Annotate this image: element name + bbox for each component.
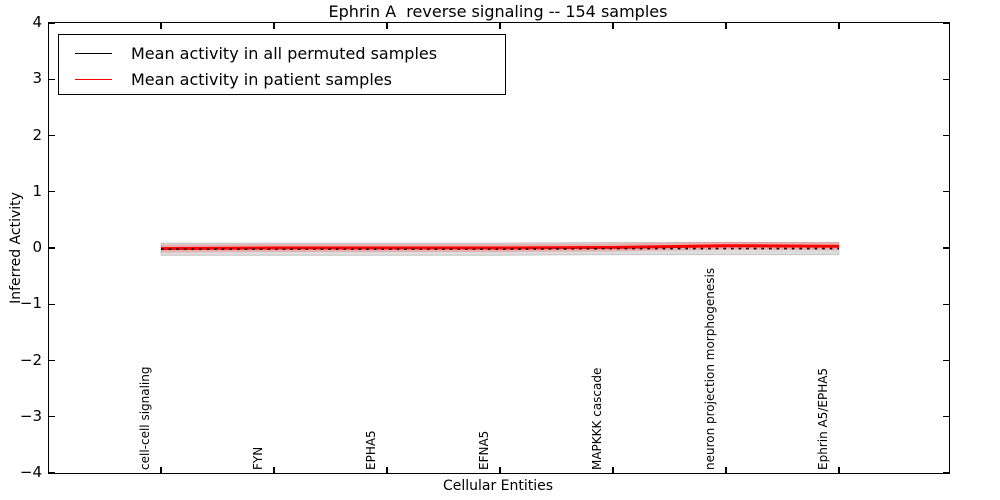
y-tick-label: −2 [19, 350, 42, 369]
x-tick-mark-top [838, 23, 840, 29]
y-tick-mark-left [49, 191, 55, 193]
y-tick-mark-right [943, 416, 949, 418]
std-band-permuted [160, 241, 840, 256]
y-tick-mark-left [49, 22, 55, 24]
y-tick-mark-left [49, 303, 55, 305]
legend-box: Mean activity in all permuted samples Mea… [58, 34, 506, 95]
legend-item: Mean activity in all permuted samples [75, 40, 505, 66]
y-tick-mark-right [943, 303, 949, 305]
y-tick-label: −4 [19, 463, 42, 481]
mean-line-patient [160, 244, 840, 251]
y-tick-label: 3 [32, 69, 42, 88]
y-tick-mark-left [49, 416, 55, 418]
x-tick-mark-bottom [273, 467, 275, 473]
x-tick-mark-bottom [838, 467, 840, 473]
legend-label: Mean activity in all permuted samples [131, 43, 438, 63]
y-tick-mark-left [49, 359, 55, 362]
x-tick-mark-bottom [160, 467, 162, 473]
x-tick-label: cell-cell signaling [138, 366, 152, 471]
x-axis-label: Cellular Entities [442, 478, 554, 494]
x-tick-label: EPHA5 [364, 430, 378, 470]
x-tick-mark-bottom [386, 467, 388, 473]
legend-item: Mean activity in patient samples [75, 66, 505, 92]
x-tick-label: MAPKKK cascade [590, 367, 604, 470]
x-tick-mark-top [725, 23, 727, 29]
y-tick-mark-right [943, 191, 949, 193]
y-tick-mark-left [49, 472, 55, 474]
y-tick-mark-right [943, 22, 949, 24]
y-tick-mark-right [943, 78, 949, 80]
y-tick-label: −1 [19, 294, 42, 313]
chart-title: Ephrin A reverse signaling -- 154 sample… [328, 2, 668, 21]
y-tick-mark-right [943, 247, 949, 249]
x-tick-label: neuron projection morphogenesis [703, 267, 717, 470]
legend-line-sample-1 [75, 78, 112, 80]
y-tick-mark-right [943, 134, 949, 137]
x-tick-mark-bottom [499, 467, 501, 473]
x-tick-mark-bottom [612, 467, 614, 473]
y-tick-label: 2 [32, 125, 42, 144]
x-tick-mark-top [386, 23, 388, 29]
legend-line-sample-0 [75, 52, 112, 54]
x-tick-label: FYN [251, 446, 265, 470]
y-tick-label: 1 [32, 181, 42, 200]
mean-line-permuted [161, 247, 839, 250]
legend-label: Mean activity in patient samples [131, 69, 392, 89]
x-tick-label: Ephrin A5/EPHA5 [816, 367, 830, 470]
y-tick-mark-left [49, 134, 55, 137]
y-tick-mark-left [49, 78, 55, 80]
std-band-patient [161, 241, 839, 253]
x-tick-mark-top [612, 23, 614, 29]
y-tick-label: 0 [32, 238, 42, 256]
y-tick-label: −3 [19, 406, 42, 425]
x-tick-mark-top [499, 23, 501, 29]
y-tick-mark-right [943, 359, 949, 362]
x-tick-mark-bottom [725, 467, 727, 473]
y-tick-mark-left [49, 247, 55, 249]
x-tick-label: EFNA5 [477, 430, 491, 470]
y-tick-mark-right [943, 472, 949, 474]
x-tick-mark-top [160, 23, 162, 29]
x-tick-mark-top [273, 23, 275, 29]
y-tick-label: 4 [32, 13, 42, 31]
